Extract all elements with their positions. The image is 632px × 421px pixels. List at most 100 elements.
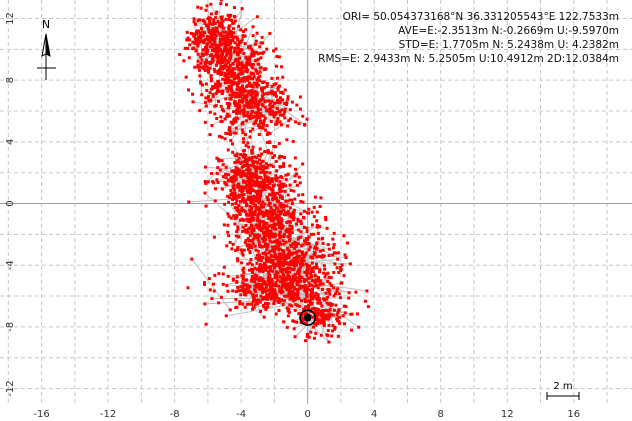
solution-point bbox=[233, 14, 237, 18]
solution-point bbox=[248, 55, 252, 59]
solution-point bbox=[286, 266, 290, 270]
solution-point bbox=[305, 226, 309, 230]
solution-point bbox=[262, 244, 266, 248]
solution-point bbox=[247, 81, 251, 85]
solution-point bbox=[212, 181, 216, 185]
solution-point bbox=[297, 304, 301, 308]
solution-point bbox=[233, 91, 237, 95]
solution-point bbox=[288, 230, 292, 234]
solution-point bbox=[234, 297, 238, 301]
solution-point bbox=[196, 52, 200, 56]
solution-point bbox=[295, 103, 299, 107]
solution-point bbox=[240, 160, 244, 164]
solution-point bbox=[245, 213, 249, 217]
solution-point bbox=[318, 283, 322, 287]
solution-point bbox=[333, 327, 337, 331]
solution-point bbox=[231, 39, 235, 43]
solution-point bbox=[255, 253, 259, 257]
solution-point bbox=[292, 189, 296, 193]
solution-point bbox=[233, 67, 237, 71]
solution-point bbox=[257, 175, 261, 179]
solution-point bbox=[197, 68, 201, 72]
solution-point bbox=[337, 270, 341, 274]
solution-point bbox=[240, 206, 244, 210]
solution-point bbox=[196, 37, 200, 41]
solution-point bbox=[221, 282, 225, 286]
x-tick-label: -4 bbox=[236, 409, 246, 420]
y-tick-label: -8 bbox=[5, 322, 16, 332]
solution-point bbox=[262, 86, 266, 90]
solution-point bbox=[266, 198, 270, 202]
solution-point bbox=[228, 308, 232, 312]
solution-point bbox=[201, 52, 205, 56]
solution-point bbox=[208, 29, 212, 33]
solution-point bbox=[206, 17, 210, 21]
stats-ori: ORI= 50.054373168°N 36.331205543°E 122.7… bbox=[343, 11, 619, 23]
solution-point bbox=[184, 75, 188, 79]
solution-point bbox=[254, 224, 258, 228]
solution-point bbox=[248, 238, 252, 242]
solution-point bbox=[272, 144, 276, 148]
solution-point bbox=[278, 226, 282, 230]
solution-point bbox=[234, 177, 238, 181]
solution-point bbox=[231, 194, 235, 198]
solution-point bbox=[224, 97, 228, 101]
solution-point bbox=[317, 308, 321, 312]
solution-point bbox=[289, 213, 293, 217]
solution-point bbox=[209, 171, 213, 175]
solution-point bbox=[302, 278, 306, 282]
solution-point bbox=[216, 69, 220, 73]
solution-point bbox=[288, 232, 292, 236]
solution-point bbox=[222, 265, 226, 269]
solution-point bbox=[276, 88, 280, 92]
solution-point bbox=[236, 46, 240, 50]
solution-point bbox=[253, 210, 257, 214]
solution-point bbox=[253, 111, 257, 115]
solution-point bbox=[281, 272, 285, 276]
solution-point bbox=[258, 300, 262, 304]
solution-point bbox=[191, 100, 195, 104]
solution-point bbox=[256, 212, 260, 216]
solution-point bbox=[238, 105, 242, 109]
solution-point bbox=[259, 56, 263, 60]
track-segment bbox=[191, 258, 231, 311]
solution-point bbox=[219, 64, 223, 68]
solution-point bbox=[354, 290, 358, 294]
solution-point bbox=[201, 83, 205, 87]
solution-point bbox=[295, 279, 299, 283]
solution-point bbox=[198, 18, 202, 22]
solution-point bbox=[236, 208, 240, 212]
solution-point bbox=[261, 295, 265, 299]
solution-point bbox=[245, 243, 249, 247]
solution-point bbox=[241, 302, 245, 306]
solution-point bbox=[276, 217, 280, 221]
solution-point bbox=[261, 104, 265, 108]
solution-point bbox=[220, 135, 224, 139]
solution-point bbox=[308, 245, 312, 249]
solution-point bbox=[313, 322, 317, 326]
solution-point bbox=[205, 4, 209, 8]
solution-point bbox=[253, 120, 257, 124]
solution-point bbox=[226, 223, 230, 227]
y-tick-label: 12 bbox=[5, 12, 16, 25]
solution-point bbox=[323, 275, 327, 279]
solution-point bbox=[247, 169, 251, 173]
solution-point bbox=[258, 147, 262, 151]
solution-point bbox=[224, 39, 228, 43]
solution-point bbox=[237, 210, 241, 214]
solution-point bbox=[274, 122, 278, 126]
solution-point bbox=[250, 267, 254, 271]
solution-point bbox=[199, 55, 203, 59]
solution-point bbox=[230, 142, 234, 146]
solution-point bbox=[263, 100, 267, 104]
solution-point bbox=[236, 183, 240, 187]
solution-point bbox=[294, 257, 298, 261]
solution-point bbox=[296, 296, 300, 300]
solution-point bbox=[305, 230, 309, 234]
solution-point bbox=[295, 263, 299, 267]
solution-point bbox=[229, 188, 233, 192]
solution-point bbox=[299, 219, 303, 223]
solution-point bbox=[247, 156, 251, 160]
solution-point bbox=[313, 310, 317, 314]
